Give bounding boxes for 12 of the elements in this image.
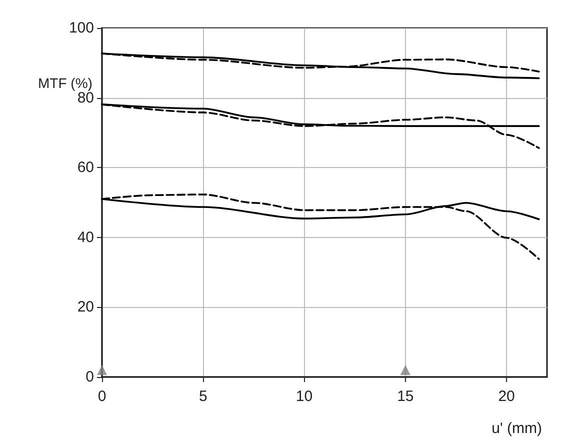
x-axis-title: u' (mm) xyxy=(492,420,542,437)
x-tick-label: 0 xyxy=(98,388,106,405)
x-tick-label: 10 xyxy=(296,388,313,405)
y-tick-label: 100 xyxy=(68,20,94,36)
x-tick-label: 15 xyxy=(397,388,414,405)
y-tick-label: 40 xyxy=(77,228,94,246)
y-tick-label: 60 xyxy=(77,159,94,176)
y-tick-label: 0 xyxy=(86,368,94,386)
y-axis-title: MTF (%) xyxy=(38,75,92,91)
y-tick-label: 20 xyxy=(77,298,94,316)
x-tick-label: 5 xyxy=(198,388,208,405)
x-tick-label: 20 xyxy=(498,388,515,405)
